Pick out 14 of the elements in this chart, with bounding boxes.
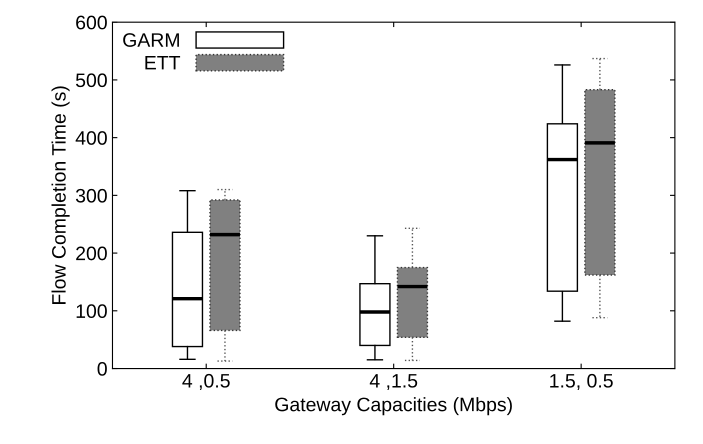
legend-label: ETT (145, 56, 180, 70)
y-tick-label: 600 (76, 16, 107, 30)
y-tick-label: 500 (76, 73, 107, 88)
y-tick-label: 400 (76, 131, 107, 145)
y-tick-label: 300 (76, 188, 107, 203)
x-tick-label: 1.5, 0.5 (550, 374, 613, 390)
y-axis-title: Flow Completion Time (s) (52, 86, 70, 304)
x-axis-title: Gateway Capacities (Mbps) (275, 397, 512, 416)
y-tick-label: 0 (98, 362, 107, 376)
y-tick-label: 200 (76, 246, 107, 260)
y-tick-label: 100 (76, 304, 107, 318)
x-tick-label: 4 ,1.5 (370, 374, 418, 390)
x-tick-label: 4 ,0.5 (182, 374, 230, 390)
legend-label: GARM (123, 33, 179, 47)
